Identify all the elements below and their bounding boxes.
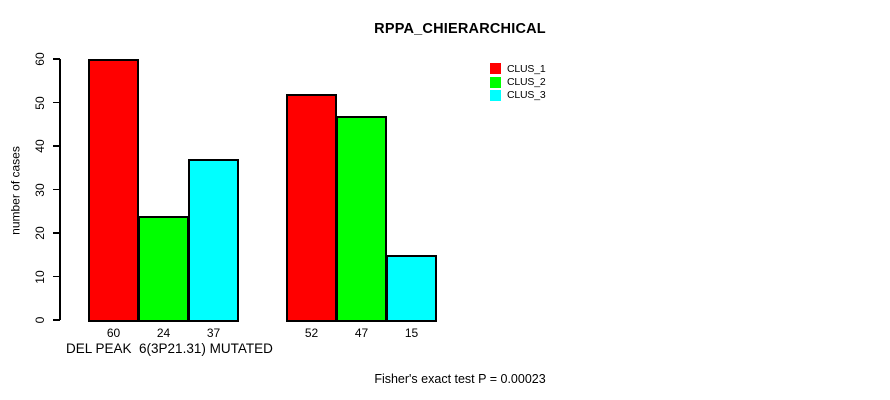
bar-value-label: 47 [354, 326, 369, 340]
bar-clus_3-group1 [188, 159, 239, 322]
legend-item-clus_2: CLUS_2 [490, 75, 546, 88]
bar-clus_2-group1 [138, 216, 189, 322]
legend: CLUS_1 CLUS_2 CLUS_3 [490, 62, 546, 102]
fisher-test-footnote: Fisher's exact test P = 0.00023 [374, 372, 546, 386]
legend-swatch-clus_3 [490, 89, 501, 101]
bar-value-label: 60 [106, 326, 121, 340]
y-axis-tick-label: 40 [33, 139, 47, 153]
bar-clus_2-group2 [336, 116, 387, 322]
y-axis-tick-label: 60 [33, 52, 47, 66]
y-axis-tick-label: 50 [33, 95, 47, 110]
y-axis-tick [53, 275, 60, 278]
bar-value-label: 24 [156, 326, 171, 340]
y-axis-tick [53, 232, 60, 234]
legend-swatch-clus_1 [490, 63, 501, 75]
y-axis-tick [53, 188, 60, 191]
y-axis-tick [53, 319, 60, 321]
bar-value-label: 37 [206, 326, 221, 340]
legend-item-clus_1: CLUS_1 [490, 62, 546, 75]
y-axis-tick [53, 58, 60, 60]
y-axis-tick [53, 101, 60, 104]
x-axis-label: DEL PEAK 6(3P21.31) MUTATED [66, 341, 273, 356]
y-axis-tick-label: 30 [33, 182, 47, 197]
legend-item-label: CLUS_1 [507, 62, 546, 75]
bar-clus_3-group2 [386, 255, 437, 322]
legend-item-label: CLUS_3 [507, 89, 546, 102]
y-axis-tick [53, 145, 60, 147]
legend-swatch-clus_2 [490, 76, 501, 88]
chart-title: RPPA_CHIERARCHICAL [374, 21, 546, 37]
bar-value-label: 52 [304, 326, 319, 340]
y-axis-tick-label: 20 [33, 226, 47, 240]
y-axis-title: number of cases [8, 146, 23, 235]
bar-clus_1-group2 [286, 94, 337, 322]
y-axis-tick-label: 10 [33, 269, 47, 284]
legend-item-clus_3: CLUS_3 [490, 89, 546, 102]
y-axis-tick-label: 0 [33, 316, 47, 324]
legend-item-label: CLUS_2 [507, 76, 546, 89]
bar-clus_1-group1 [88, 59, 139, 322]
bar-value-label: 15 [404, 326, 419, 340]
